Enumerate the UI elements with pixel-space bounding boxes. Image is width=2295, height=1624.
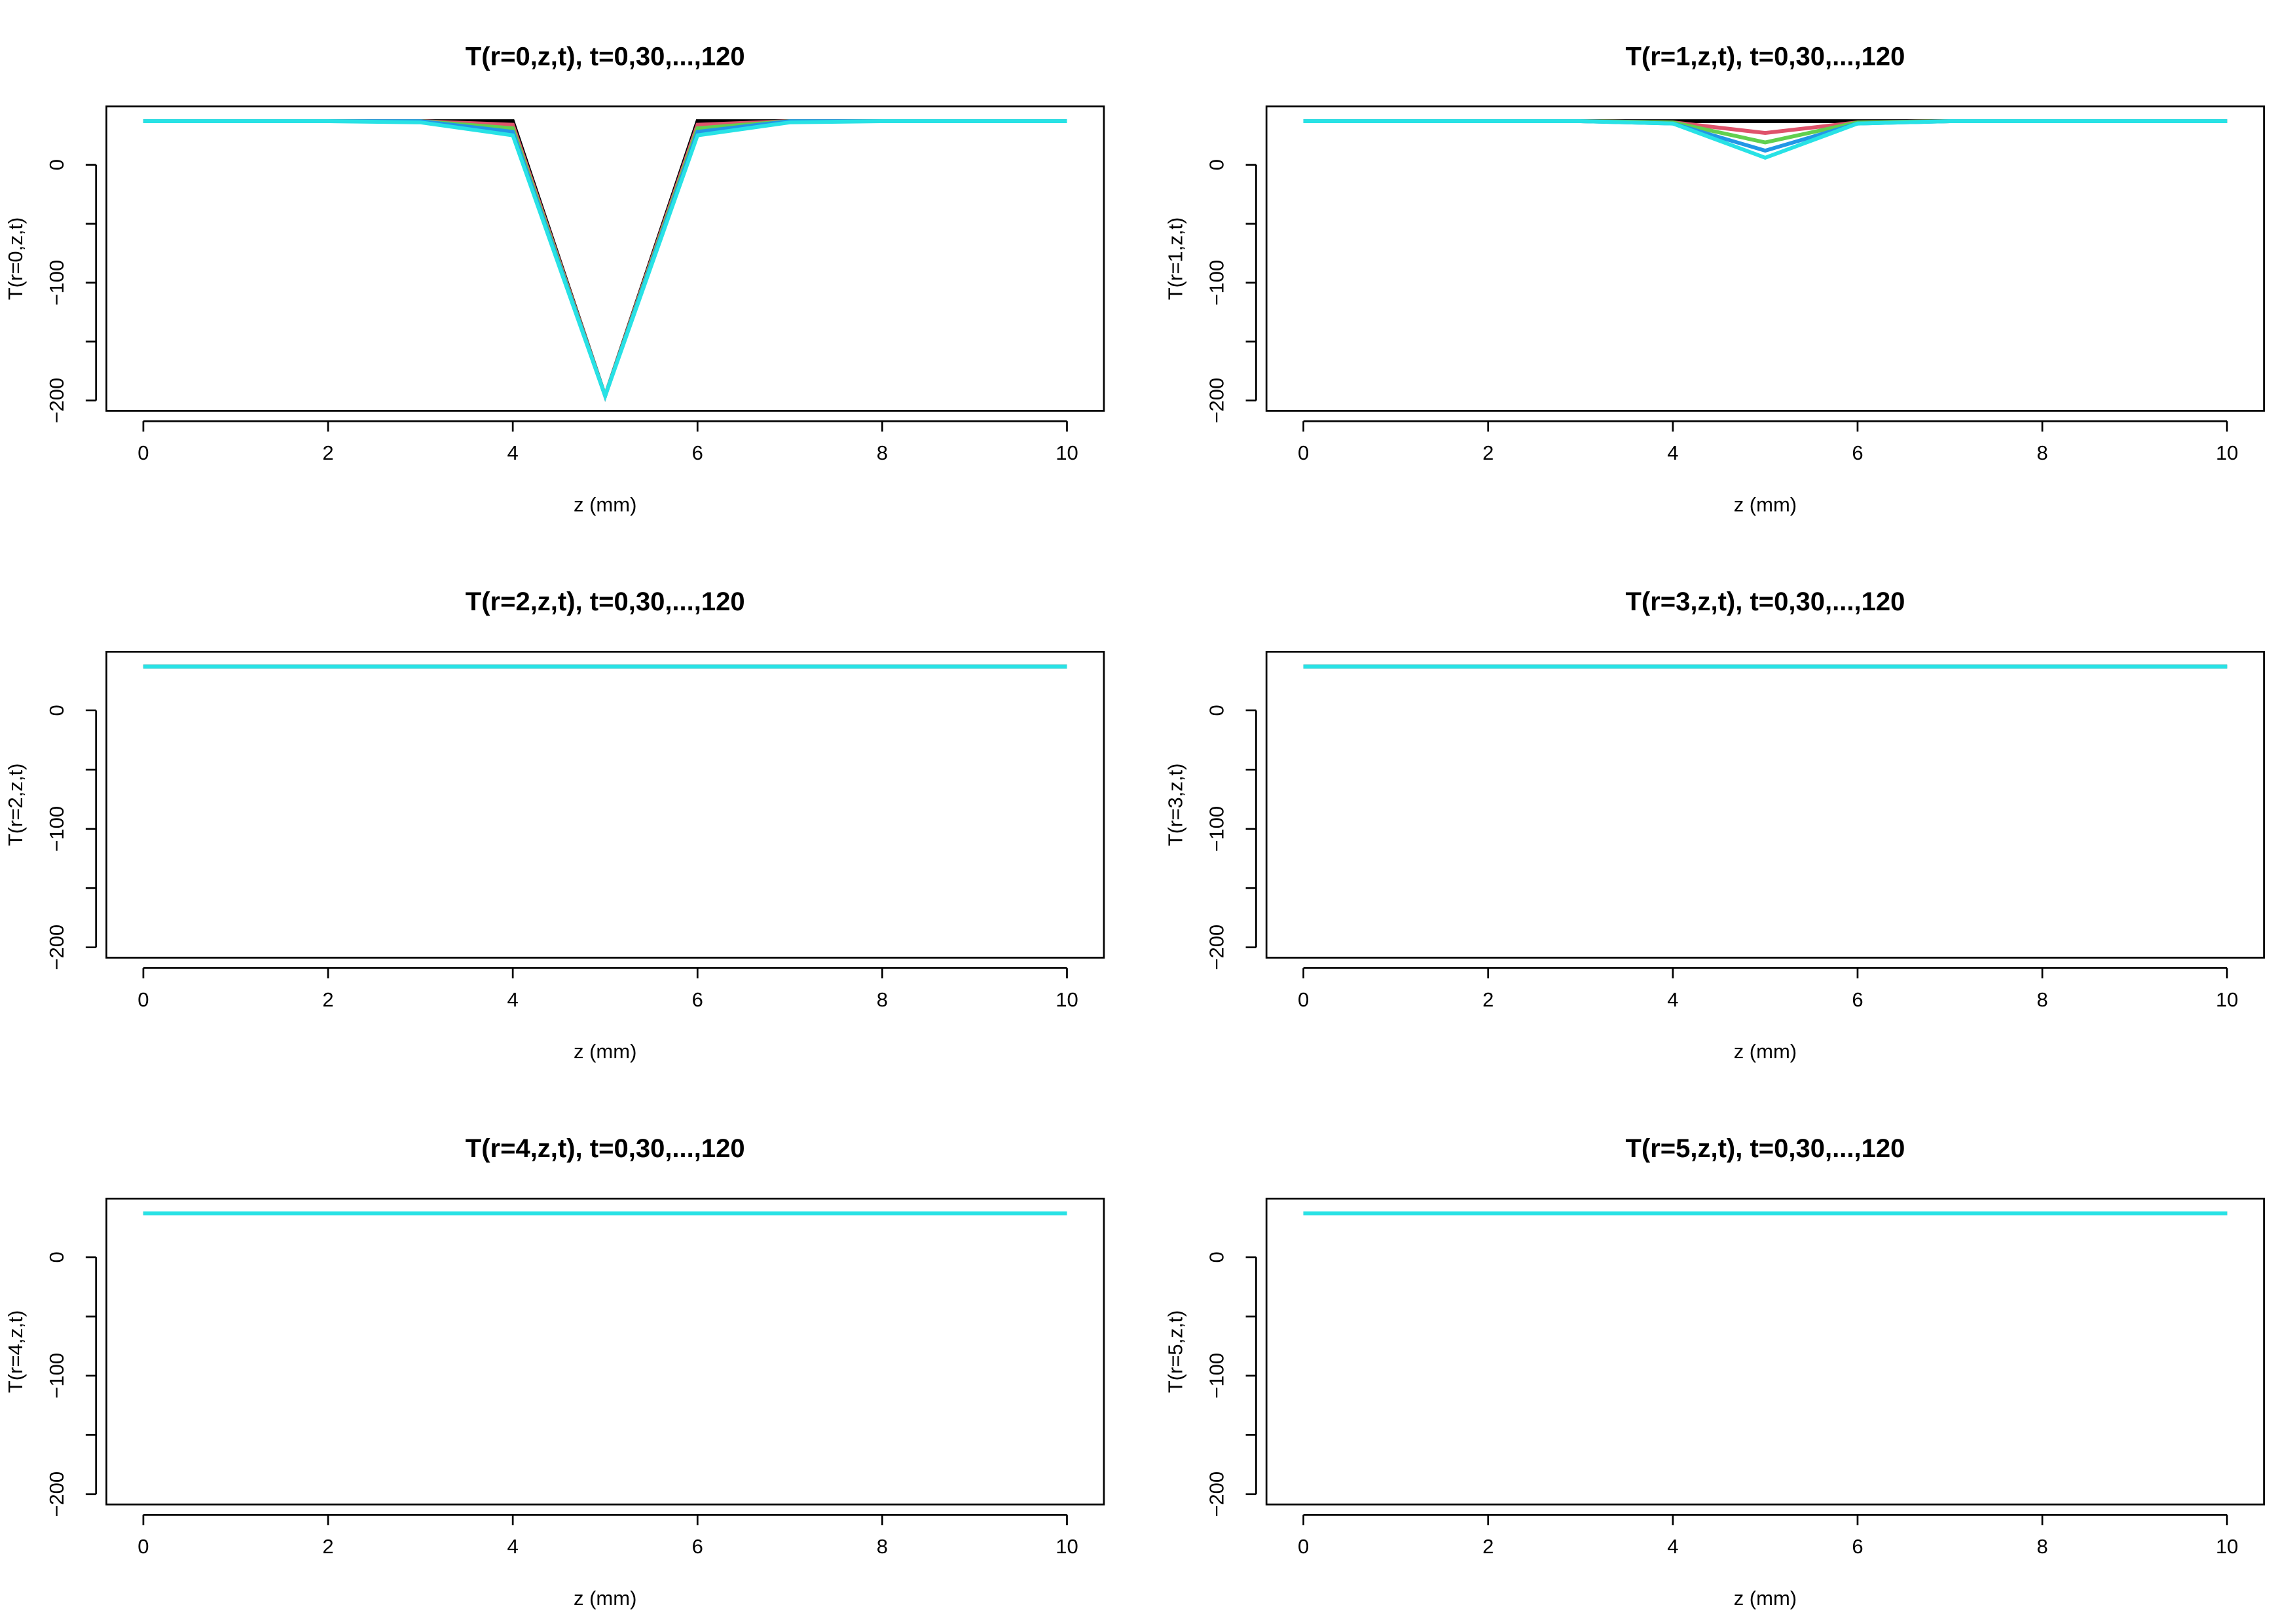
y-tick-label: −200: [1205, 925, 1228, 970]
x-tick-label: 10: [2216, 1535, 2238, 1558]
series-line-4: [1303, 119, 2228, 160]
x-tick-label: 6: [692, 988, 703, 1011]
y-tick-label: −200: [45, 1471, 68, 1517]
x-tick-label: 2: [322, 441, 333, 464]
x-axis-label: z (mm): [1734, 1587, 1797, 1610]
x-tick-label: 2: [322, 1535, 333, 1558]
series-line-3: [143, 119, 1067, 402]
panel-0: T(r=0,z,t), t=0,30,...,120 0 2 4 6 8 10 z (mm) 0…: [4, 42, 1105, 516]
y-tick-label: −100: [1205, 806, 1228, 852]
y-tick-label: −100: [1205, 260, 1228, 306]
plot-frame: [105, 650, 1105, 959]
y-axis-label: T(r=4,z,t): [4, 1310, 27, 1393]
panel-2: T(r=2,z,t), t=0,30,...,120 0 2 4 6 8 10 z (mm) 0…: [4, 587, 1105, 1063]
x-tick-label: 10: [2216, 441, 2238, 464]
plot-frame: [1265, 105, 2265, 412]
series-line-3: [1303, 119, 2228, 153]
x-tick-label: 0: [138, 441, 149, 464]
x-tick-label: 8: [877, 1535, 888, 1558]
y-tick-label: −200: [1205, 378, 1228, 424]
series-line-4: [143, 119, 1067, 402]
x-tick-label: 8: [2036, 1535, 2047, 1558]
series-line-2: [143, 119, 1067, 402]
y-axis-label: T(r=1,z,t): [1164, 217, 1187, 301]
y-tick-label: −100: [45, 806, 68, 852]
x-tick-label: 8: [2036, 441, 2047, 464]
panel-4: T(r=4,z,t), t=0,30,...,120 0 2 4 6 8 10 z (mm) 0…: [4, 1134, 1105, 1610]
y-tick-label: 0: [45, 1251, 68, 1263]
panel-title: T(r=5,z,t), t=0,30,...,120: [1625, 1134, 1905, 1163]
panel-1: T(r=1,z,t), t=0,30,...,120 0 2 4 6 8 10 z (mm) 0…: [1164, 42, 2265, 516]
x-tick-label: 0: [1298, 441, 1309, 464]
x-tick-label: 8: [877, 988, 888, 1011]
x-tick-label: 4: [507, 1535, 519, 1558]
panel-title: T(r=2,z,t), t=0,30,...,120: [466, 587, 745, 616]
plot-frame: [105, 1198, 1105, 1505]
x-tick-label: 4: [507, 988, 519, 1011]
x-tick-label: 6: [692, 1535, 703, 1558]
x-tick-label: 2: [1482, 441, 1494, 464]
x-tick-label: 2: [1482, 988, 1494, 1011]
x-tick-label: 8: [877, 441, 888, 464]
x-tick-label: 10: [1056, 441, 1078, 464]
x-tick-label: 2: [322, 988, 333, 1011]
y-tick-label: −200: [1205, 1471, 1228, 1517]
y-axis-label: T(r=0,z,t): [4, 217, 27, 301]
y-tick-label: 0: [1205, 1251, 1228, 1263]
panel-title: T(r=0,z,t), t=0,30,...,120: [466, 42, 745, 71]
x-tick-label: 6: [1852, 1535, 1863, 1558]
y-tick-label: 0: [45, 705, 68, 716]
x-tick-label: 8: [2036, 988, 2047, 1011]
panel-title: T(r=1,z,t), t=0,30,...,120: [1625, 42, 1905, 71]
y-tick-label: −200: [45, 378, 68, 424]
y-tick-label: −200: [45, 925, 68, 970]
x-tick-label: 2: [1482, 1535, 1494, 1558]
panel-5: T(r=5,z,t), t=0,30,...,120 0 2 4 6 8 10 z (mm) 0…: [1164, 1134, 2265, 1610]
x-tick-label: 0: [138, 1535, 149, 1558]
y-tick-label: −100: [1205, 1353, 1228, 1399]
series-line-1: [143, 119, 1067, 402]
x-axis-label: z (mm): [1734, 493, 1797, 516]
y-axis-label: T(r=5,z,t): [1164, 1310, 1187, 1393]
x-tick-label: 10: [1056, 1535, 1078, 1558]
series-line-0: [143, 119, 1067, 402]
x-tick-label: 6: [1852, 441, 1863, 464]
x-axis-label: z (mm): [1734, 1040, 1797, 1063]
x-axis-label: z (mm): [574, 493, 636, 516]
x-tick-label: 0: [1298, 988, 1309, 1011]
x-tick-label: 4: [1667, 441, 1678, 464]
x-tick-label: 4: [1667, 988, 1678, 1011]
y-tick-label: 0: [1205, 159, 1228, 170]
x-tick-label: 0: [138, 988, 149, 1011]
plot-frame: [105, 105, 1105, 412]
y-axis-label: T(r=3,z,t): [1164, 764, 1187, 847]
plot-frame: [1265, 1198, 2265, 1505]
x-tick-label: 4: [1667, 1535, 1678, 1558]
x-tick-label: 4: [507, 441, 519, 464]
x-tick-label: 0: [1298, 1535, 1309, 1558]
y-axis-label: T(r=2,z,t): [4, 764, 27, 847]
y-tick-label: 0: [45, 159, 68, 170]
plot-frame: [1265, 650, 2265, 959]
x-tick-label: 10: [1056, 988, 1078, 1011]
y-tick-label: −100: [45, 260, 68, 306]
panel-3: T(r=3,z,t), t=0,30,...,120 0 2 4 6 8 10 z (mm) 0…: [1164, 587, 2265, 1063]
y-tick-label: −100: [45, 1353, 68, 1399]
x-axis-label: z (mm): [574, 1587, 636, 1610]
x-axis-label: z (mm): [574, 1040, 636, 1063]
x-tick-label: 10: [2216, 988, 2238, 1011]
y-tick-label: 0: [1205, 705, 1228, 716]
panel-title: T(r=4,z,t), t=0,30,...,120: [466, 1134, 745, 1163]
x-tick-label: 6: [1852, 988, 1863, 1011]
panel-title: T(r=3,z,t), t=0,30,...,120: [1625, 587, 1905, 616]
x-tick-label: 6: [692, 441, 703, 464]
